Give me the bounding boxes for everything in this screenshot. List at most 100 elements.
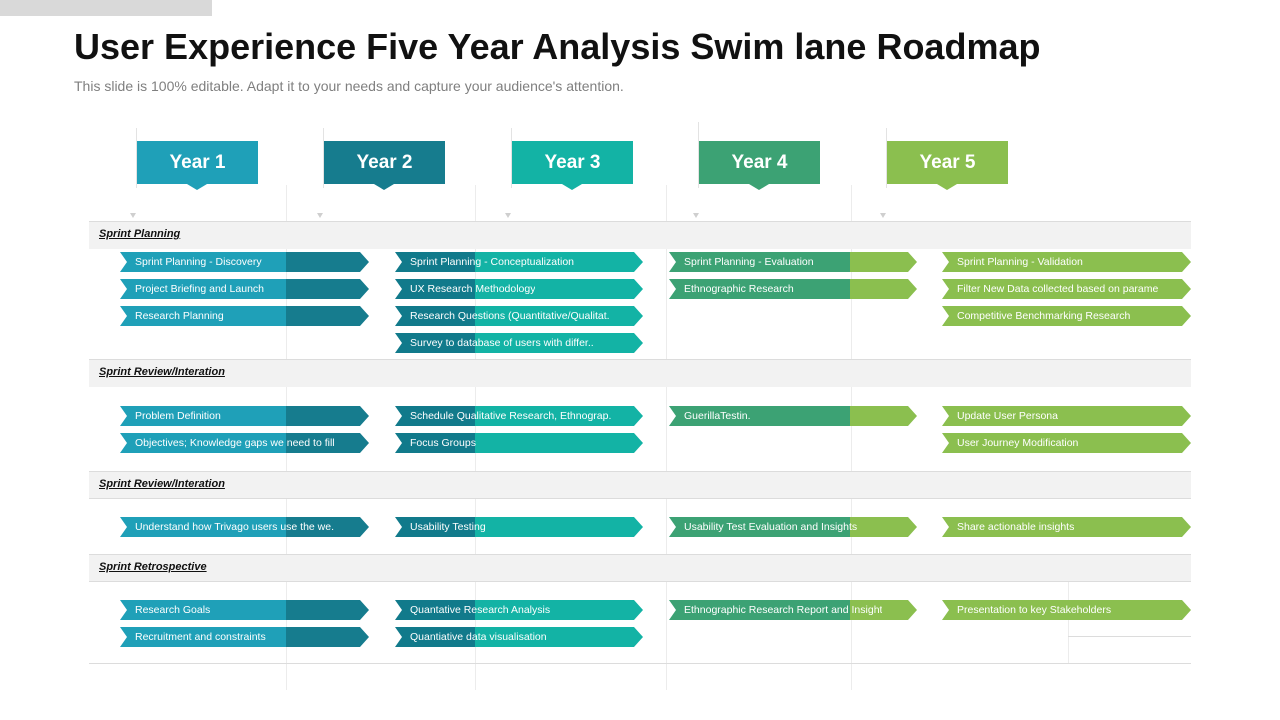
corner-accent-bar (0, 0, 212, 16)
year-2-notch (374, 184, 394, 190)
grid-line (1068, 582, 1069, 664)
task-bar: UX Research Methodology (395, 279, 643, 299)
task-label: Usability Testing (410, 521, 486, 533)
task-label: Usability Test Evaluation and Insights (684, 521, 858, 533)
task-bar: Quantiative data visualisation (395, 627, 643, 647)
task-label: Understand how Trivago users use the we. (135, 521, 335, 533)
task-label: Objectives; Knowledge gaps we need to fi… (135, 437, 335, 449)
task-bar: Survey to database of users with differ.… (395, 333, 643, 353)
lane-divider (89, 581, 1191, 582)
year-stem (698, 122, 699, 188)
year-5-notch (937, 184, 957, 190)
task-label: Schedule Qualitative Research, Ethnograp… (410, 410, 612, 422)
task-bar: Quantative Research Analysis (395, 600, 643, 620)
year-1-notch (187, 184, 207, 190)
lane-header-sprint-planning: Sprint Planning (89, 221, 1191, 249)
task-label: Research Goals (135, 604, 211, 616)
task-bar: Research Questions (Quantitative/Qualita… (395, 306, 643, 326)
task-bar: Research Goals (120, 600, 369, 620)
task-label: Ethnographic Research Report and Insight (684, 604, 883, 616)
task-label: Survey to database of users with differ.… (410, 337, 594, 349)
task-bar: Objectives; Knowledge gaps we need to fi… (120, 433, 369, 453)
task-label: Project Briefing and Launch (135, 283, 264, 295)
task-bar: Sprint Planning - Conceptualization (395, 252, 643, 272)
year-stem (511, 128, 512, 188)
table-inner-line (1068, 636, 1191, 637)
grid-line (666, 185, 667, 690)
task-bar: Ethnographic Research Report and Insight (669, 600, 917, 620)
lane-label: Sprint Planning (99, 228, 181, 240)
lane-label: Sprint Retrospective (99, 561, 207, 573)
table-bottom-border (89, 663, 1191, 664)
grid-line (851, 185, 852, 690)
task-bar: Sprint Planning - Evaluation (669, 252, 917, 272)
task-label: Update User Persona (957, 410, 1058, 422)
task-bar: Share actionable insights (942, 517, 1191, 537)
year-stem (886, 128, 887, 188)
lane-label: Sprint Review/Interation (99, 478, 225, 490)
task-label: UX Research Methodology (410, 283, 536, 295)
task-label: Ethnographic Research (684, 283, 794, 295)
year-1-tick (130, 213, 136, 218)
task-label: User Journey Modification (957, 437, 1079, 449)
year-4-notch (749, 184, 769, 190)
task-label: GuerillaTestin. (684, 410, 751, 422)
task-label: Share actionable insights (957, 521, 1075, 533)
task-bar: Understand how Trivago users use the we. (120, 517, 369, 537)
task-bar: Focus Groups (395, 433, 643, 453)
task-label: Sprint Planning - Evaluation (684, 256, 814, 268)
year-header-3: Year 3 (512, 141, 633, 190)
task-bar: Sprint Planning - Validation (942, 252, 1191, 272)
task-bar: Schedule Qualitative Research, Ethnograp… (395, 406, 643, 426)
lane-header-sprint-review-1: Sprint Review/Interation (89, 359, 1191, 387)
year-3-label: Year 3 (512, 141, 633, 184)
task-label: Research Questions (Quantitative/Qualita… (410, 310, 610, 322)
page-title: User Experience Five Year Analysis Swim … (74, 26, 1041, 67)
task-bar: Presentation to key Stakeholders (942, 600, 1191, 620)
task-bar: Filter New Data collected based on param… (942, 279, 1191, 299)
lane-header-sprint-retrospective: Sprint Retrospective (89, 554, 1191, 582)
lane-divider (89, 498, 1191, 499)
year-header-5: Year 5 (887, 141, 1008, 190)
year-header-4: Year 4 (699, 141, 820, 190)
task-bar: Project Briefing and Launch (120, 279, 369, 299)
year-stem (323, 128, 324, 188)
task-label: Focus Groups (410, 437, 476, 449)
year-header-2: Year 2 (324, 141, 445, 190)
page-subtitle: This slide is 100% editable. Adapt it to… (74, 78, 624, 94)
task-bar: GuerillaTestin. (669, 406, 917, 426)
task-label: Sprint Planning - Conceptualization (410, 256, 575, 268)
task-label: Sprint Planning - Validation (957, 256, 1083, 268)
task-label: Recruitment and constraints (135, 631, 266, 643)
task-label: Research Planning (135, 310, 224, 322)
task-bar: Usability Test Evaluation and Insights (669, 517, 917, 537)
year-1-label: Year 1 (137, 141, 258, 184)
lane-header-sprint-review-2: Sprint Review/Interation (89, 471, 1191, 499)
task-bar: Usability Testing (395, 517, 643, 537)
task-bar: Update User Persona (942, 406, 1191, 426)
task-bar: Recruitment and constraints (120, 627, 369, 647)
year-2-tick (317, 213, 323, 218)
task-label: Quantative Research Analysis (410, 604, 551, 616)
task-label: Presentation to key Stakeholders (957, 604, 1112, 616)
task-label: Competitive Benchmarking Research (957, 310, 1131, 322)
task-label: Problem Definition (135, 410, 221, 422)
year-4-tick (693, 213, 699, 218)
year-5-tick (880, 213, 886, 218)
lane-label: Sprint Review/Interation (99, 366, 225, 378)
task-bar: Problem Definition (120, 406, 369, 426)
task-bar: Sprint Planning - Discovery (120, 252, 369, 272)
task-bar: User Journey Modification (942, 433, 1191, 453)
task-label: Quantiative data visualisation (410, 631, 547, 643)
task-bar: Research Planning (120, 306, 369, 326)
task-label: Filter New Data collected based on param… (957, 283, 1159, 295)
task-label: Sprint Planning - Discovery (135, 256, 262, 268)
year-4-label: Year 4 (699, 141, 820, 184)
year-3-notch (562, 184, 582, 190)
year-5-label: Year 5 (887, 141, 1008, 184)
task-bar: Competitive Benchmarking Research (942, 306, 1191, 326)
year-stem (136, 128, 137, 188)
year-3-tick (505, 213, 511, 218)
year-2-label: Year 2 (324, 141, 445, 184)
task-bar: Ethnographic Research (669, 279, 917, 299)
